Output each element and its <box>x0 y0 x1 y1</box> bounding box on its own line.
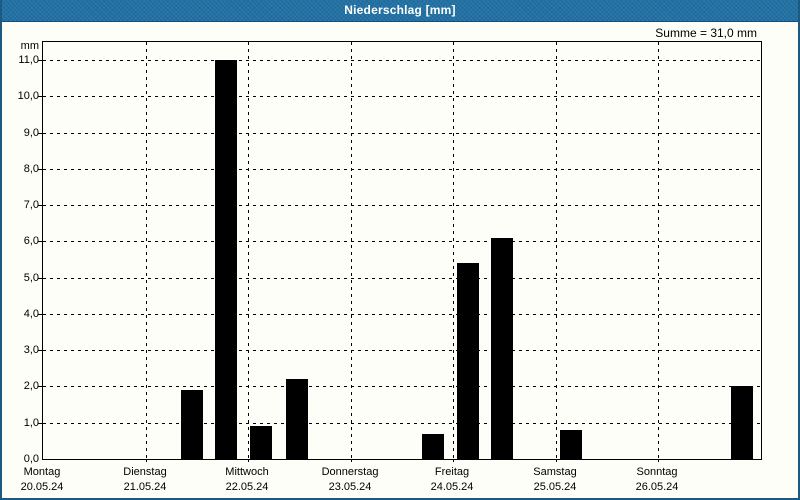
date-label: 22.05.24 <box>225 481 269 493</box>
y-axis-tick <box>38 133 42 134</box>
h-gridline <box>43 278 761 279</box>
date-label: 24.05.24 <box>430 481 474 493</box>
h-gridline <box>43 386 761 387</box>
date-label: 21.05.24 <box>123 481 167 493</box>
chart-region: Summe = 31,0 mm mm 0,0 1,0 2,0 3,0 4,0 5,0 6,0… <box>2 21 798 498</box>
h-gridline <box>43 314 761 315</box>
y-tick-label: 6,0 <box>23 235 39 247</box>
h-gridline <box>43 423 761 424</box>
x-axis-tick <box>146 459 147 462</box>
h-gridline <box>43 60 761 61</box>
window-title-bar: Niederschlag [mm] <box>2 0 798 22</box>
v-gridline <box>658 42 659 459</box>
h-gridline <box>43 241 761 242</box>
precipitation-bar <box>457 263 479 459</box>
h-gridline <box>43 205 761 206</box>
day-label: Samstag <box>533 466 577 478</box>
precipitation-bar <box>560 430 582 459</box>
sum-label: Summe = 31,0 mm <box>655 26 757 40</box>
v-gridline <box>248 42 249 459</box>
precipitation-bar <box>181 390 203 459</box>
y-tick-label: 11,0 <box>18 54 39 66</box>
h-gridline <box>43 350 761 351</box>
day-label: Freitag <box>434 466 470 478</box>
y-axis-labels: 0,0 1,0 2,0 3,0 4,0 5,0 6,0 7,0 8,0 9,0 10,0 11,0 <box>2 42 39 465</box>
y-tick-label: 9,0 <box>23 127 39 139</box>
precipitation-bar <box>286 379 308 459</box>
h-gridline <box>43 96 761 97</box>
day-label: Sonntag <box>636 466 678 478</box>
x-axis-tick <box>453 459 454 462</box>
x-axis-tick <box>556 459 557 462</box>
x-axis-tick <box>248 459 249 462</box>
y-axis-tick <box>38 96 42 97</box>
day-label: Dienstag <box>123 466 167 478</box>
y-axis-tick <box>38 278 42 279</box>
v-gridline <box>556 42 557 459</box>
y-axis-tick <box>38 423 42 424</box>
y-axis-tick <box>38 241 42 242</box>
y-tick-label: 5,0 <box>23 272 39 284</box>
x-axis-labels: Montag 20.05.24 Dienstag 21.05.24 Mittwoch 22… <box>21 465 762 498</box>
y-tick-label: 0,0 <box>23 453 39 465</box>
precipitation-bar <box>250 426 272 459</box>
y-axis-tick <box>38 350 42 351</box>
plot-area <box>38 41 762 462</box>
v-gridline <box>453 42 454 459</box>
window-title: Niederschlag [mm] <box>344 3 456 17</box>
y-tick-label: 1,0 <box>23 417 39 429</box>
v-gridline <box>351 42 352 459</box>
y-axis-tick <box>38 60 42 61</box>
y-tick-label: 7,0 <box>23 199 39 211</box>
y-axis-tick <box>38 386 42 387</box>
date-label: 20.05.24 <box>20 481 64 493</box>
x-axis-tick <box>658 459 659 462</box>
y-tick-label: 10,0 <box>17 90 39 102</box>
x-axis-tick <box>351 459 352 462</box>
y-tick-label: 2,0 <box>23 380 39 392</box>
h-gridline <box>43 133 761 134</box>
y-tick-label: 3,0 <box>23 344 39 356</box>
y-tick-label: 8,0 <box>23 163 39 175</box>
y-axis-tick <box>38 205 42 206</box>
day-label: Montag <box>23 466 61 478</box>
day-label: Donnerstag <box>321 466 379 478</box>
date-label: 26.05.24 <box>635 481 679 493</box>
precipitation-bar <box>731 386 753 459</box>
y-axis-tick <box>38 169 42 170</box>
v-gridline <box>146 42 147 459</box>
date-label: 23.05.24 <box>328 481 372 493</box>
precipitation-bar <box>491 238 513 459</box>
precipitation-bar <box>215 60 237 459</box>
h-gridline <box>43 169 761 170</box>
day-label: Mittwoch <box>225 466 269 478</box>
date-label: 25.05.24 <box>533 481 577 493</box>
y-axis-tick <box>38 314 42 315</box>
precipitation-bar <box>422 434 444 459</box>
y-tick-label: 4,0 <box>23 308 39 320</box>
y-axis-unit-label: mm <box>20 40 39 52</box>
